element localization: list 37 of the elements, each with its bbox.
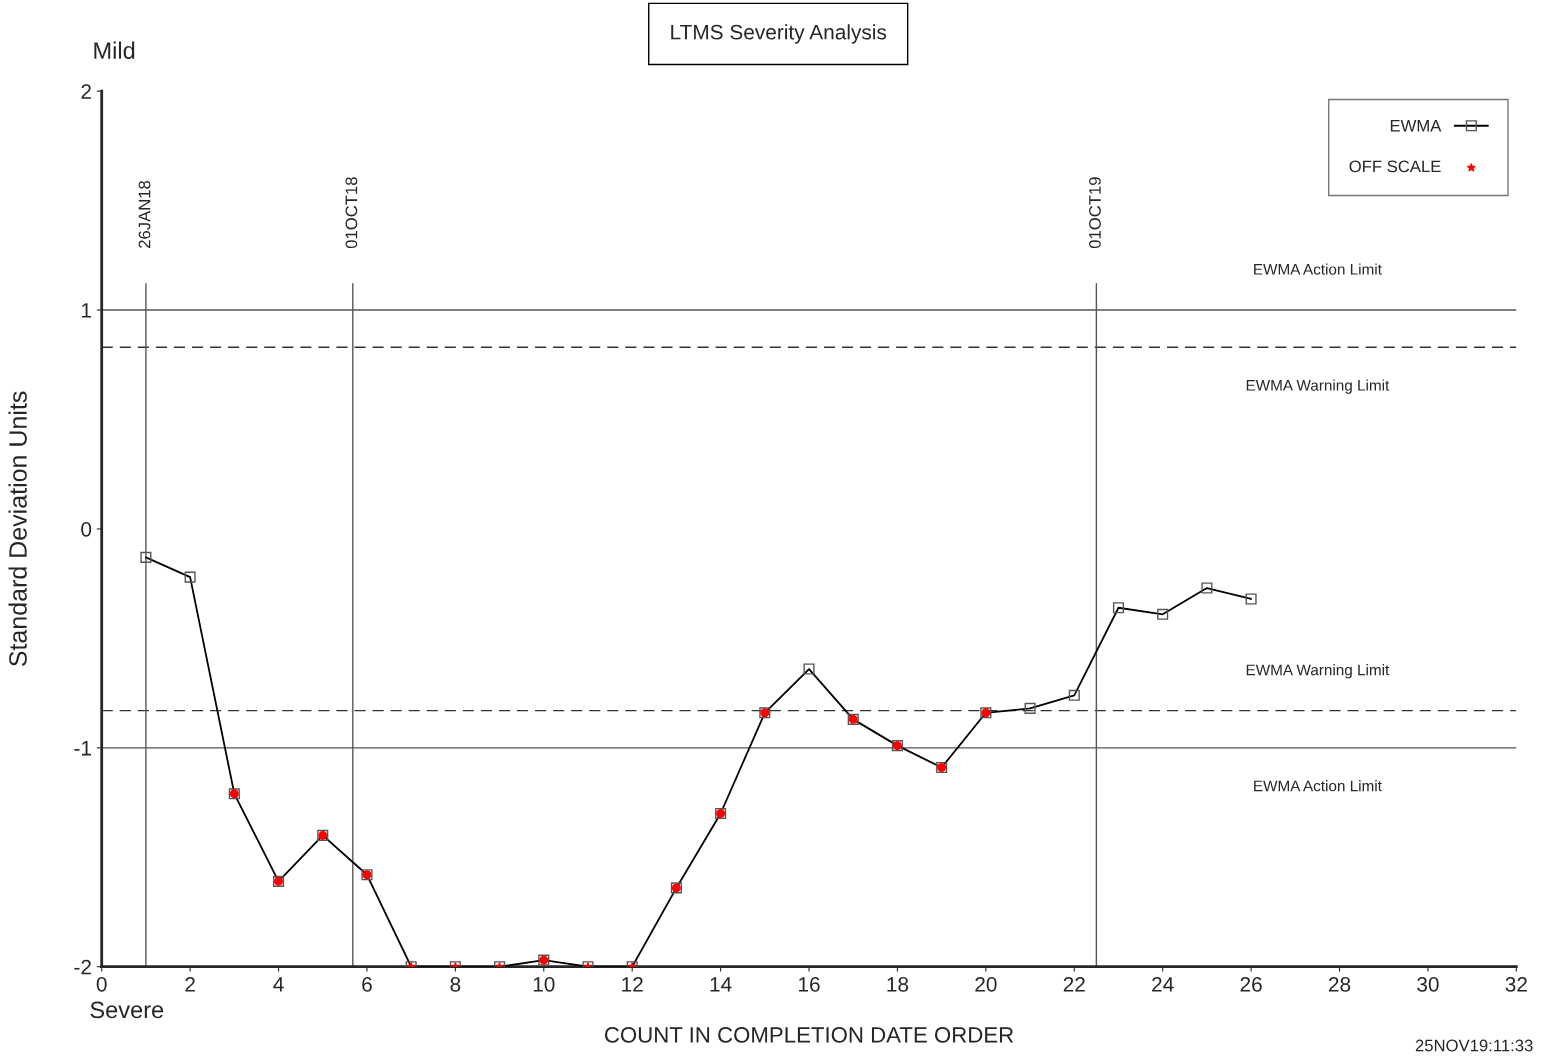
- legend-label: OFF SCALE: [1349, 160, 1441, 173]
- x-tick-label: 6: [362, 976, 372, 992]
- x-tick-label: 20: [975, 976, 997, 992]
- x-tick-label: 12: [622, 976, 643, 992]
- legend-label: EWMA: [1390, 120, 1442, 132]
- x-tick-label: 18: [887, 976, 909, 992]
- y-tick-label: 2: [81, 84, 91, 99]
- ref-line-label: 01OCT18: [345, 177, 358, 249]
- text: 25NOV19:11:33: [1415, 1039, 1533, 1052]
- chart-title: LTMS Severity Analysis: [671, 24, 887, 44]
- y-tick-label: 0: [81, 521, 92, 537]
- x-tick-label: 2: [185, 976, 195, 992]
- ref-line-label: EWMA Action Limit: [1254, 780, 1382, 792]
- text: Mild: [94, 41, 135, 59]
- x-tick-label: 16: [799, 976, 820, 992]
- ref-line-label: EWMA Warning Limit: [1246, 664, 1390, 679]
- x-tick-label: 26: [1240, 976, 1262, 992]
- x-tick-label: 32: [1505, 976, 1527, 992]
- x-tick-label: 28: [1328, 976, 1351, 992]
- text: Severe: [90, 1001, 164, 1019]
- x-tick-label: 0: [96, 976, 107, 992]
- x-tick-label: 30: [1417, 976, 1439, 992]
- ref-line-label: EWMA Warning Limit: [1246, 379, 1390, 394]
- y-tick-label: -2: [74, 959, 91, 975]
- x-tick-label: 10: [533, 976, 555, 992]
- ref-line-label: 01OCT19: [1089, 177, 1101, 249]
- y-tick-label: -1: [74, 741, 91, 756]
- x-axis-title: COUNT IN COMPLETION DATE ORDER: [604, 1027, 1014, 1043]
- ref-line-label: 26JAN18: [138, 180, 151, 248]
- x-tick-label: 8: [450, 976, 461, 992]
- x-tick-label: 4: [273, 977, 284, 992]
- x-tick-label: 22: [1063, 976, 1085, 992]
- y-axis-title: Standard Deviation Units: [8, 391, 27, 667]
- x-tick-label: 14: [710, 977, 732, 992]
- y-tick-label: 1: [81, 303, 91, 318]
- ref-line-label: EWMA Action Limit: [1254, 263, 1382, 275]
- x-tick-label: 24: [1152, 976, 1174, 992]
